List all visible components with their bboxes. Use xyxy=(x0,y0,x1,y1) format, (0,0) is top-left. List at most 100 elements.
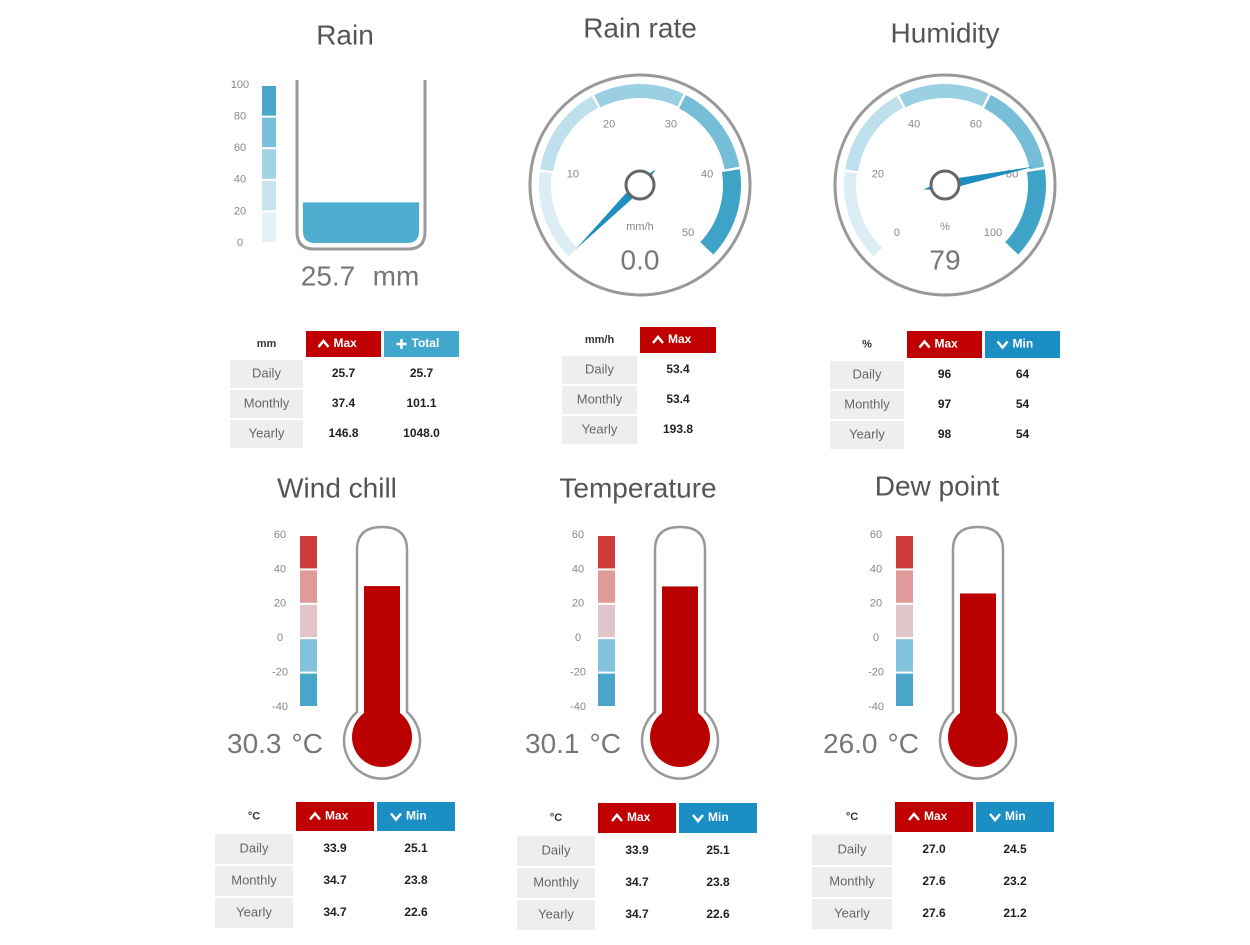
scale-tick-label: 20 xyxy=(274,598,286,610)
scale-band xyxy=(598,673,615,706)
table-cell: 25.7 xyxy=(332,366,356,380)
column-header-bg xyxy=(679,803,757,833)
dial-tick-label: 0 xyxy=(894,227,900,239)
scale-tick-label: 60 xyxy=(234,142,246,154)
reading-value: 30.3 xyxy=(227,728,282,759)
reading-unit: mm xyxy=(373,260,420,291)
column-header: Min xyxy=(1005,809,1026,823)
thermometer-fill xyxy=(960,593,996,730)
dial-tick-label: 60 xyxy=(970,118,982,130)
scale-band xyxy=(896,673,913,706)
column-header: Max xyxy=(668,332,692,346)
reading: 30.3 °C xyxy=(227,728,323,759)
dial-tick-label: 40 xyxy=(908,118,920,130)
reading-unit: °C xyxy=(292,728,323,759)
scale-tick-label: 40 xyxy=(870,563,882,575)
row-label-bg xyxy=(517,868,595,898)
scale-band xyxy=(262,180,276,211)
reading-unit: °C xyxy=(590,728,621,759)
table-unit: °C xyxy=(248,810,260,822)
row-label: Monthly xyxy=(244,395,290,410)
scale-tick-label: 100 xyxy=(231,79,249,91)
table-cell: 27.0 xyxy=(922,842,946,856)
column-header: Min xyxy=(406,809,427,823)
dial-tick-label: 30 xyxy=(665,118,677,130)
scale-tick-label: -20 xyxy=(868,667,884,679)
scale-tick-label: 40 xyxy=(234,174,246,186)
row-label-bg xyxy=(230,420,303,448)
scale-tick-label: 60 xyxy=(274,529,286,541)
reading-value: 30.1 xyxy=(525,728,580,759)
table-cell: 53.4 xyxy=(666,392,690,406)
needle-hub xyxy=(624,169,656,201)
table-cell: 21.2 xyxy=(1003,906,1027,920)
row-label-bg xyxy=(517,900,595,930)
table-cell: 25.1 xyxy=(404,841,428,855)
column-icon xyxy=(309,811,321,821)
scale-band xyxy=(598,570,615,603)
scale-band xyxy=(262,117,276,148)
row-label: Yearly xyxy=(849,426,885,441)
needle-hub xyxy=(929,169,961,201)
column-icon xyxy=(396,339,407,349)
scale-band xyxy=(262,212,276,242)
row-label-bg xyxy=(562,386,637,414)
column-header: Max xyxy=(627,810,651,824)
panel-title: Temperature xyxy=(559,472,716,503)
row-label-bg xyxy=(812,899,892,929)
table-cell: 64 xyxy=(1016,367,1030,381)
reading-value: 0.0 xyxy=(621,244,660,275)
row-label-bg xyxy=(830,361,904,389)
row-label: Yearly xyxy=(538,906,574,921)
panel-title: Humidity xyxy=(891,17,1000,48)
table-unit: % xyxy=(862,338,872,350)
scale-band xyxy=(896,536,913,569)
row-label: Yearly xyxy=(834,905,870,920)
scale-band xyxy=(598,604,615,638)
scale-band xyxy=(896,604,913,638)
dial-band xyxy=(844,171,883,257)
panel-title: Dew point xyxy=(875,470,1000,501)
row-label: Yearly xyxy=(236,904,272,919)
row-label: Monthly xyxy=(829,873,875,888)
column-header-bg xyxy=(377,802,455,831)
row-label-bg xyxy=(812,835,892,865)
table-unit: °C xyxy=(550,812,562,824)
scale-tick-label: -20 xyxy=(570,667,586,679)
panel-title: Rain xyxy=(316,19,374,50)
scale-tick-label: 20 xyxy=(572,598,584,610)
row-label-bg xyxy=(215,866,293,896)
scale-tick-label: -20 xyxy=(272,667,288,679)
row-label: Yearly xyxy=(249,425,285,440)
row-label-bg xyxy=(215,898,293,928)
table-cell: 34.7 xyxy=(625,907,649,921)
table-cell: 23.8 xyxy=(706,875,730,889)
thermometer-fill xyxy=(662,586,698,730)
scale-tick-label: 0 xyxy=(575,632,581,644)
cylinder xyxy=(295,80,427,251)
dial-band xyxy=(679,95,740,170)
dial-tick-label: 20 xyxy=(872,168,884,180)
dial-unit: mm/h xyxy=(626,221,654,233)
scale-tick-label: 0 xyxy=(237,237,243,249)
scale-band xyxy=(300,570,317,603)
scale-tick-label: -40 xyxy=(868,701,884,713)
scale-tick-label: 60 xyxy=(572,529,584,541)
column-header: Min xyxy=(708,810,729,824)
column-icon xyxy=(390,812,402,822)
scale-band xyxy=(598,639,615,672)
reading-value: 25.7 xyxy=(301,260,356,291)
row-label: Yearly xyxy=(582,421,618,436)
scale-band xyxy=(262,86,276,116)
row-label: Monthly xyxy=(533,874,579,889)
table-cell: 27.6 xyxy=(922,874,946,888)
row-label-bg xyxy=(230,390,303,418)
dial-tick-label: 40 xyxy=(701,168,713,180)
dial-band xyxy=(594,84,684,108)
row-label: Daily xyxy=(542,842,571,857)
column-icon xyxy=(652,335,664,344)
row-label: Daily xyxy=(240,840,269,855)
table-cell: 23.2 xyxy=(1003,874,1027,888)
